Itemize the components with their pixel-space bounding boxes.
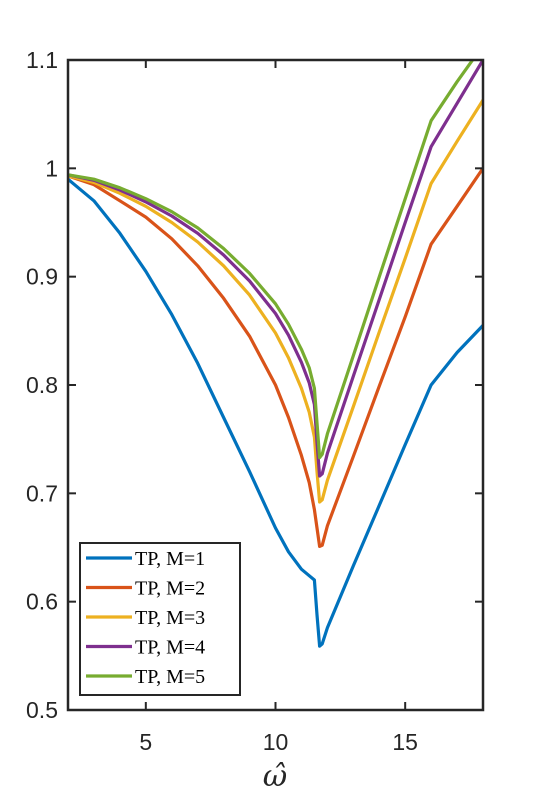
y-tick-label: 0.5 <box>26 697 58 723</box>
series-line-4 <box>68 60 483 478</box>
legend-label-3: TP, M=3 <box>135 607 205 629</box>
legend-label-2: TP, M=2 <box>135 578 205 600</box>
legend: TP, M=1 TP, M=2 TP, M=3 TP, M=4 TP, M=5 <box>79 542 241 696</box>
series-line-5 <box>68 60 475 460</box>
x-axis-label: ω̂ <box>263 759 287 794</box>
y-tick-label: 0.6 <box>26 589 58 615</box>
legend-label-1: TP, M=1 <box>135 548 205 570</box>
y-tick-label: 1 <box>45 155 58 181</box>
x-tick-label: 15 <box>392 729 418 755</box>
y-tick-label: 0.9 <box>26 264 58 290</box>
legend-label-5: TP, M=5 <box>135 666 205 688</box>
y-tick-label: 0.8 <box>26 372 58 398</box>
series-line-3 <box>68 98 483 504</box>
y-tick-label: 0.7 <box>26 480 58 506</box>
y-tick-label: 1.1 <box>26 47 58 73</box>
ticks-layer: 5 10 15 0.5 0.6 0.7 0.8 0.9 1 1.1 <box>26 47 483 755</box>
series-line-2 <box>68 166 483 549</box>
series-line-1 <box>68 177 483 648</box>
legend-box <box>79 542 241 696</box>
series-layer <box>68 60 483 648</box>
x-tick-label: 5 <box>139 729 152 755</box>
legend-label-4: TP, M=4 <box>135 637 205 659</box>
x-tick-label: 10 <box>263 729 289 755</box>
